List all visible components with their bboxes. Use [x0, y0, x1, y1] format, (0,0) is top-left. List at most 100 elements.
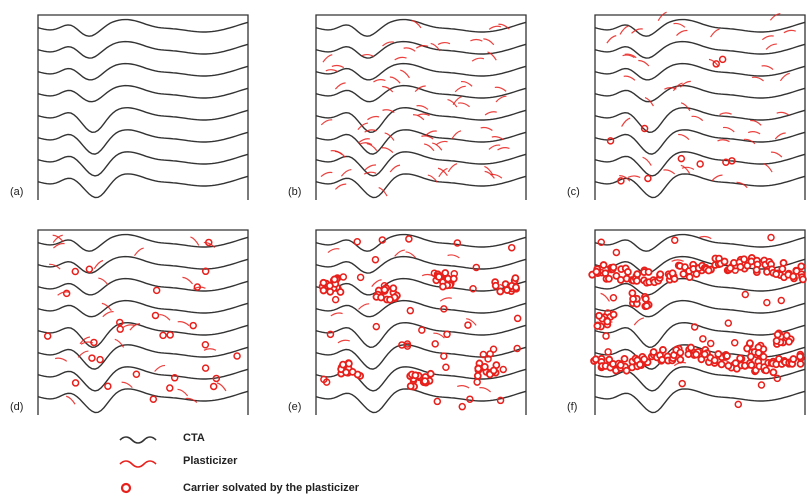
plasticizer: [710, 28, 720, 38]
carrier-cluster: [609, 310, 618, 319]
cta-chain: [315, 84, 527, 103]
panel: [37, 229, 249, 415]
carrier: [777, 296, 786, 305]
carrier: [640, 124, 649, 133]
carrier-cluster: [636, 360, 644, 369]
plasticizer: [216, 382, 227, 392]
plasticizer: [98, 277, 109, 286]
carrier-cluster: [389, 284, 398, 293]
plasticizer: [384, 132, 395, 141]
plasticizer: [743, 138, 756, 145]
carrier-cluster: [489, 366, 498, 375]
carrier-cluster: [676, 348, 685, 357]
cta-chain: [594, 129, 806, 155]
plasticizer: [624, 53, 637, 59]
cta-chain: [37, 84, 249, 103]
plasticizer: [681, 166, 695, 170]
carrier-cluster: [496, 287, 505, 296]
carrier: [326, 330, 335, 339]
carrier-cluster: [325, 281, 334, 290]
plasticizer: [421, 135, 434, 140]
cta-chain: [37, 18, 249, 37]
plasticizer: [644, 97, 654, 107]
carrier: [71, 379, 80, 387]
carrier-cluster: [380, 285, 389, 294]
carrier-cluster: [609, 263, 618, 272]
carrier: [757, 381, 766, 389]
carrier: [678, 379, 686, 388]
carrier-cluster: [411, 371, 420, 380]
carrier-cluster: [659, 346, 667, 354]
plasticizer: [122, 324, 135, 329]
plasticizer: [471, 57, 485, 62]
plasticizer: [432, 142, 443, 151]
plasticizer: [483, 38, 495, 46]
carrier-cluster: [799, 275, 807, 284]
carrier: [728, 157, 736, 165]
carrier: [233, 352, 241, 360]
plasticizer: [488, 144, 501, 150]
plasticizer: [322, 54, 333, 63]
carrier-cluster: [644, 268, 653, 276]
carrier-cluster: [426, 369, 435, 378]
cta-chain: [315, 388, 527, 414]
plasticizer: [497, 147, 510, 151]
carrier: [166, 384, 174, 392]
carrier: [96, 355, 104, 364]
plasticizer: [54, 357, 68, 362]
plasticizer: [80, 341, 94, 345]
plasticizer: [185, 397, 198, 403]
carrier: [193, 283, 202, 291]
carrier-cluster: [348, 367, 357, 376]
plasticizer: [761, 35, 774, 41]
plasticizer: [367, 115, 380, 121]
carrier: [189, 321, 197, 330]
plasticizer: [606, 35, 617, 44]
plasticizer: [102, 311, 114, 318]
carrier: [212, 374, 221, 383]
carrier: [699, 335, 707, 343]
carrier-cluster: [796, 352, 805, 361]
panel-frame: [315, 14, 527, 200]
cta-chain: [315, 299, 527, 318]
plasticizer: [600, 292, 610, 302]
plasticizer: [642, 156, 652, 166]
plasticizer: [783, 29, 796, 34]
carrier-cluster: [342, 368, 350, 377]
carrier: [159, 331, 167, 340]
plasticizer: [427, 174, 438, 183]
cta-chain: [37, 173, 249, 199]
legend: CTA Plasticizer Carrier solvated by the …: [119, 432, 360, 494]
carrier-cluster: [623, 268, 632, 276]
carrier: [71, 267, 80, 276]
carrier: [706, 339, 715, 348]
carrier: [356, 273, 365, 282]
cta-chain: [37, 299, 249, 318]
plasticizer: [77, 350, 89, 358]
carrier-cluster: [642, 302, 651, 310]
carrier-cluster: [747, 361, 756, 369]
panel-frame: [594, 14, 806, 200]
carrier-cluster: [593, 322, 602, 330]
carrier: [88, 354, 96, 362]
carrier: [609, 293, 618, 302]
carrier: [602, 332, 610, 340]
carrier-cluster: [640, 355, 649, 364]
plasticizer: [452, 95, 463, 106]
plasticizer: [717, 139, 730, 143]
cta-chain: [37, 62, 249, 81]
carrier: [730, 339, 739, 347]
carrier: [617, 177, 625, 185]
panel-label: (c): [567, 186, 580, 198]
carrier: [606, 137, 615, 145]
cta-chain: [594, 18, 806, 37]
plasticizer: [358, 303, 370, 310]
plasticizer: [330, 312, 343, 317]
panel-frame: [37, 229, 249, 415]
plasticizer: [424, 143, 435, 152]
carrier-cluster: [632, 276, 641, 285]
plasticizer: [79, 336, 91, 345]
plasticizer: [133, 247, 144, 257]
carrier-cluster: [723, 352, 731, 360]
plasticizer: [657, 11, 667, 22]
